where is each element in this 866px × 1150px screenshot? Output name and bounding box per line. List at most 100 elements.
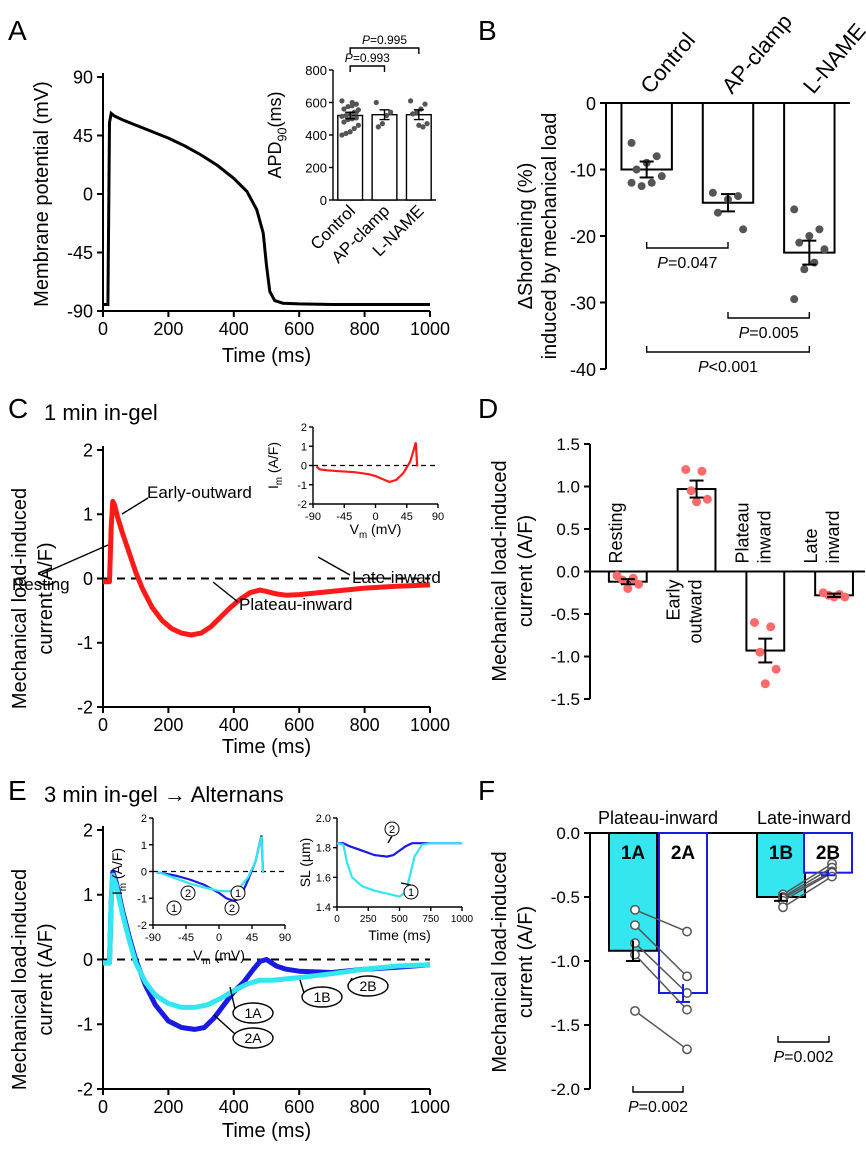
- panel-e-label-oval: [347, 975, 389, 997]
- panel-f-point: [630, 1005, 640, 1016]
- panel-b-point: [647, 178, 656, 187]
- panel-d-point: [634, 579, 644, 589]
- panel-b-point: [820, 245, 829, 254]
- panel-d-point: [692, 497, 702, 507]
- panel-b-y-label: ΔShortening (%): [515, 163, 537, 310]
- panel-b-point: [800, 265, 809, 274]
- panel-b-y-label-2: induced by mechanical load: [539, 113, 561, 360]
- panel-f-pair-line: [634, 909, 688, 933]
- inset-a-p-value: P=0.993: [345, 51, 390, 65]
- panel-b-point: [627, 178, 636, 187]
- panel-d-category-label: outward: [686, 580, 706, 644]
- panel-c-current-trace: [103, 498, 431, 638]
- panel-d-category-label: inward: [754, 510, 774, 563]
- panel-d-y-tick-label: 1.0: [556, 478, 580, 497]
- panel-label-e: E: [8, 775, 27, 806]
- panel-c-annotation-resting: Resting: [12, 575, 70, 594]
- inset-a-point: [353, 109, 359, 115]
- panel-a-y-tick-label: 90: [73, 67, 93, 87]
- panel-e-label-text: 2B: [359, 978, 376, 994]
- inset-a-point: [388, 109, 394, 115]
- panel-e-x-tick-label: 1000: [410, 1097, 450, 1117]
- panel-d-point: [840, 592, 850, 602]
- inset-e1-marker: [224, 900, 240, 916]
- panel-c-x-label: Time (ms): [222, 736, 311, 758]
- panel-f-y-tick-label: -1.0: [551, 952, 580, 971]
- panel-b-point: [652, 152, 661, 161]
- inset-e1-x-tick-label: -90: [145, 932, 161, 944]
- inset-e2-trace-cyan: [336, 842, 462, 898]
- panel-e-y-tick-label: -2: [77, 1079, 93, 1099]
- inset-e2-marker-text: 1: [408, 887, 414, 899]
- panel-e-label-arrow: [299, 979, 305, 994]
- inset-a-point: [355, 122, 362, 128]
- panel-c-x-tick-label: 1000: [410, 715, 450, 735]
- inset-a-point: [339, 113, 345, 119]
- panel-c-x-tick-label: 200: [153, 715, 183, 735]
- panel-c-annotation-early: Early-outward: [147, 483, 252, 502]
- inset-e1-marker: [166, 900, 182, 916]
- panel-c-y-label: Mechanical load-induced: [9, 488, 31, 709]
- panel-a-x-tick-label: 400: [219, 319, 249, 339]
- inset-a-comparison-bracket: [349, 65, 386, 72]
- inset-a-bar: [371, 113, 398, 201]
- panel-b-point: [815, 225, 824, 234]
- panel-c-annotation-late: Late-inward: [352, 568, 441, 587]
- panel-d-category-label: Late: [801, 528, 821, 563]
- panel-f-pair-line: [634, 942, 688, 994]
- panel-f-category-label: 1B: [769, 843, 793, 864]
- panel-d-y-tick-label: -1.0: [551, 648, 580, 667]
- inset-a-point: [341, 106, 347, 112]
- inset-a-point: [339, 132, 345, 138]
- inset-e1-y-label: Im (A/F): [109, 848, 129, 895]
- inset-c-y-tick-label: 2: [301, 422, 307, 434]
- panel-b-point: [713, 208, 722, 217]
- panel-d-point: [623, 584, 633, 593]
- panel-f-pair-line: [634, 1010, 688, 1050]
- panel-label-f: F: [478, 775, 495, 806]
- inset-a-point: [341, 119, 347, 125]
- inset-a-point: [422, 101, 428, 107]
- inset-a-y-tick-label: 600: [305, 96, 327, 111]
- inset-a-point: [424, 121, 430, 127]
- panel-a-x-tick-label: 0: [98, 319, 108, 339]
- panel-d-y-tick-label: 0.0: [556, 563, 580, 582]
- panel-f-p-value: P=0.002: [628, 1099, 688, 1116]
- panel-e-y-tick-label: 2: [83, 820, 93, 840]
- inset-e1-x-label: Vm (mV): [193, 947, 245, 967]
- inset-a-point: [339, 98, 345, 104]
- inset-a-point: [347, 129, 353, 135]
- inset-e1-marker-text: 2: [185, 888, 191, 900]
- panel-f-pair-line: [634, 954, 688, 1011]
- panel-b-comparison-bracket: [645, 346, 811, 353]
- inset-a-point: [351, 125, 357, 132]
- panel-b-point: [734, 192, 743, 201]
- panel-b-y-tick-label: -30: [570, 294, 596, 314]
- panel-b-point: [790, 205, 799, 214]
- panel-e-y-label-2: current (A/F): [35, 923, 57, 1035]
- panel-d-point: [771, 664, 781, 674]
- inset-e2-x-tick-label: 1000: [451, 914, 474, 925]
- inset-c-x-label: Vm (mV): [350, 521, 402, 541]
- inset-a-point: [343, 112, 349, 119]
- panel-label-d: D: [478, 393, 498, 424]
- panel-f-y-tick-label: -1.5: [551, 1016, 580, 1035]
- inset-a-point: [349, 99, 355, 106]
- panel-label-b: B: [478, 15, 497, 46]
- panel-c-arrow-plateau: [212, 581, 239, 603]
- inset-a-point: [373, 99, 379, 106]
- panel-c-y-tick-label: -1: [77, 633, 93, 653]
- inset-c-y-tick-label: 0: [301, 461, 307, 473]
- panel-e-y-label: Mechanical load-induced: [9, 869, 31, 1090]
- inset-c-y-tick-label: 1: [301, 441, 307, 453]
- panel-b-point: [739, 225, 748, 234]
- inset-c-y-tick-label: -2: [297, 499, 307, 511]
- panel-e-label-oval: [232, 1002, 274, 1024]
- inset-c-x-tick-label: 45: [401, 511, 413, 523]
- panel-f-category-label: 2A: [671, 843, 696, 864]
- panel-f-point: [630, 920, 640, 931]
- panel-f-p-value: P=0.002: [773, 1049, 833, 1066]
- panel-e-label-arrow: [229, 986, 236, 1010]
